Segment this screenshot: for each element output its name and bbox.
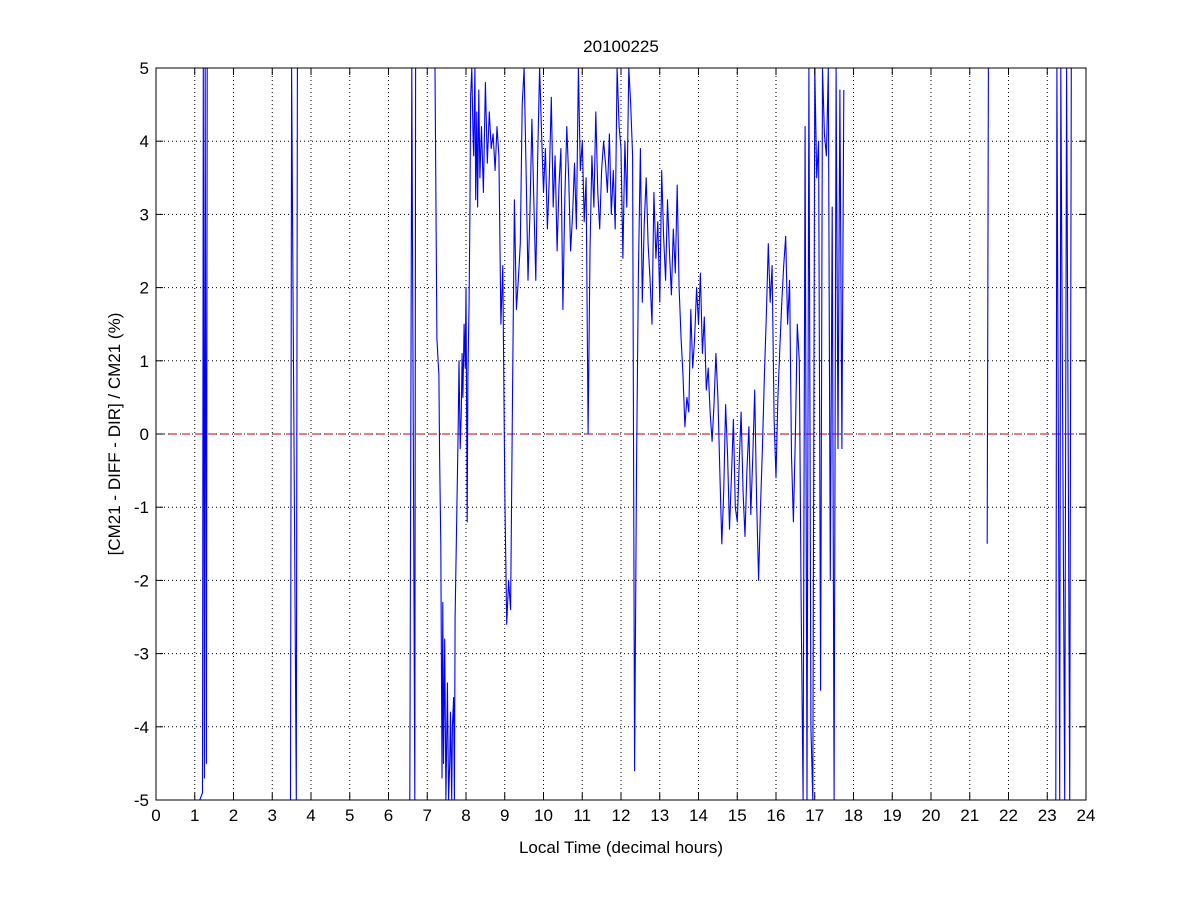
x-tick-label: 15: [728, 806, 747, 825]
x-tick-label: 1: [190, 806, 199, 825]
y-tick-label: 3: [140, 205, 149, 224]
x-tick-label: 4: [306, 806, 315, 825]
x-tick-label: 23: [1038, 806, 1057, 825]
data-series-line-segment: [289, 68, 298, 800]
y-tick-label: 2: [140, 279, 149, 298]
x-tick-label: 8: [461, 806, 470, 825]
chart-title: 20100225: [583, 37, 659, 56]
x-tick-label: 10: [534, 806, 553, 825]
x-tick-label: 14: [689, 806, 708, 825]
x-tick-labels: 0 1 2 3 4 5 6 7 8 9 10 11 12 13 14 15 16 17 18 19 20 21 22 23 24: [151, 806, 1095, 825]
x-tick-label: 7: [423, 806, 432, 825]
y-tick-label: -1: [134, 498, 149, 517]
grid-lines: [156, 68, 1086, 800]
x-tick-label: 18: [844, 806, 863, 825]
x-tick-label: 17: [805, 806, 824, 825]
axis-ticks: [155, 67, 1087, 801]
y-tick-label: -5: [134, 791, 149, 810]
y-tick-label: -2: [134, 571, 149, 590]
x-axis-label: Local Time (decimal hours): [519, 838, 723, 857]
data-series-group: [199, 68, 1072, 800]
x-tick-label: 12: [612, 806, 631, 825]
x-tick-label: 11: [573, 806, 591, 825]
x-tick-label: 5: [345, 806, 354, 825]
y-tick-label: -4: [134, 718, 149, 737]
x-tick-label: 0: [151, 806, 160, 825]
data-series-line-segment: [986, 68, 989, 544]
x-tick-label: 24: [1077, 806, 1096, 825]
x-tick-label: 21: [960, 806, 979, 825]
y-tick-labels: -5 -4 -3 -2 -1 0 1 2 3 4 5: [134, 59, 149, 810]
x-tick-label: 2: [229, 806, 238, 825]
y-tick-label: 4: [140, 132, 149, 151]
data-series-line-segment: [199, 68, 208, 800]
x-tick-label: 19: [883, 806, 902, 825]
x-tick-label: 6: [384, 806, 393, 825]
y-tick-label: 0: [140, 425, 149, 444]
data-series-line-segment: [409, 68, 417, 800]
y-tick-label: 1: [140, 352, 149, 371]
x-tick-label: 3: [268, 806, 277, 825]
x-tick-label: 13: [650, 806, 669, 825]
x-tick-label: 9: [500, 806, 509, 825]
x-tick-label: 22: [999, 806, 1018, 825]
y-tick-label: 5: [140, 59, 149, 78]
y-tick-label: -3: [134, 645, 149, 664]
data-series-line-segment: [1055, 68, 1072, 800]
data-series-line-segment: [433, 68, 845, 800]
x-tick-label: 20: [922, 806, 941, 825]
y-axis-label: [CM21 - DIFF - DIR] / CM21 (%): [105, 313, 124, 556]
x-tick-label: 16: [767, 806, 786, 825]
